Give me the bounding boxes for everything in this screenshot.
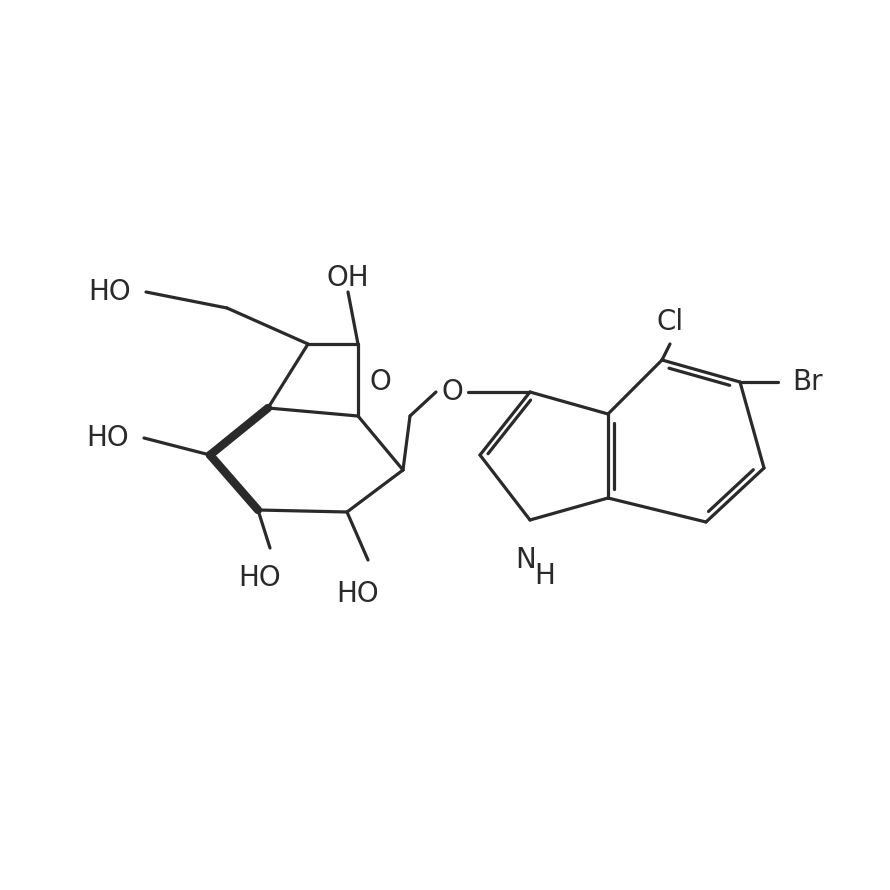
Text: N: N — [515, 546, 537, 574]
Text: O: O — [441, 378, 463, 406]
Text: OH: OH — [327, 264, 369, 292]
Text: Cl: Cl — [657, 308, 684, 336]
Text: O: O — [369, 368, 391, 396]
Text: H: H — [535, 562, 555, 590]
Text: HO: HO — [336, 580, 379, 608]
Text: HO: HO — [239, 564, 281, 592]
Text: Br: Br — [793, 368, 823, 396]
Text: HO: HO — [89, 278, 132, 306]
Text: HO: HO — [86, 424, 129, 452]
